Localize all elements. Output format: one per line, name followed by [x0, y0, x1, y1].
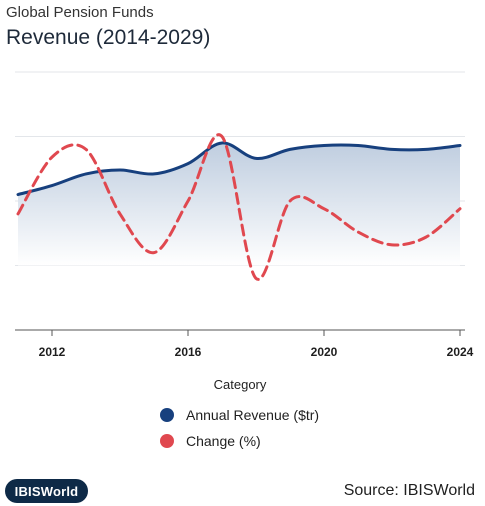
x-axis-label: Category — [214, 377, 267, 392]
legend-label-change: Change (%) — [186, 433, 261, 449]
x-tick-label: 2020 — [311, 345, 338, 359]
chart-legend: Annual Revenue ($tr) Change (%) — [160, 402, 319, 454]
legend-label-annual-revenue: Annual Revenue ($tr) — [186, 407, 320, 423]
source-text: Source: IBISWorld — [343, 482, 475, 499]
x-tick-label: 2016 — [175, 345, 202, 359]
series-line-change — [16, 133, 462, 281]
chart-title: Revenue (2014-2029) — [6, 26, 211, 49]
legend-item-annual-revenue[interactable]: Annual Revenue ($tr) — [160, 402, 319, 428]
ibisworld-logo[interactable]: IBISWorld — [5, 479, 88, 503]
series-line-annual-revenue — [16, 141, 462, 197]
x-tick-label: 2024 — [447, 345, 474, 359]
x-tick-label: 2012 — [39, 345, 66, 359]
legend-marker-annual-revenue — [160, 408, 174, 422]
chart-subtitle: Global Pension Funds — [6, 4, 154, 21]
line-chart: 2012 2016 2020 2024 Category — [15, 71, 474, 392]
legend-item-change[interactable]: Change (%) — [160, 428, 319, 454]
legend-marker-change — [160, 434, 174, 448]
x-axis-ticks: 2012 2016 2020 2024 — [39, 330, 474, 359]
